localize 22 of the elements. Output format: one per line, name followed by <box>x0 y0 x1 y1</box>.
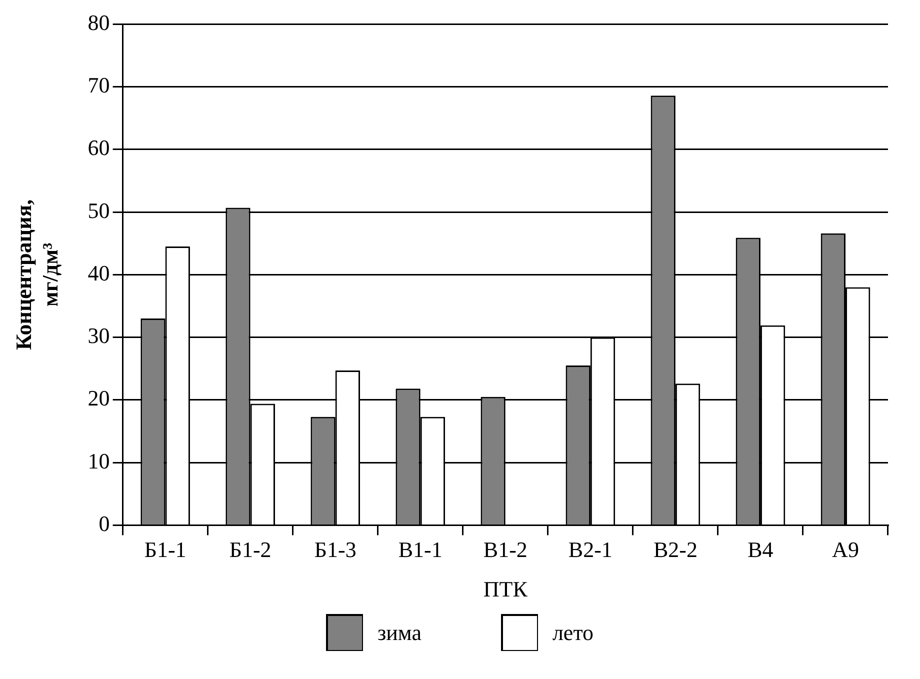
y-axis-title: Концентрация, мг/дм³ <box>10 199 62 350</box>
x-tick-label: В1-1 <box>398 537 442 562</box>
legend-label: зима <box>377 620 422 646</box>
x-tick-label: В2-2 <box>653 537 698 562</box>
y-tick-label: 30 <box>88 323 110 348</box>
y-tick-label: 10 <box>88 448 110 474</box>
x-axis-title: ПТК <box>483 576 528 602</box>
x-tick-label: Б1-2 <box>229 537 272 562</box>
x-tick-label: В2-1 <box>568 537 612 562</box>
y-tick-label: 50 <box>88 198 110 223</box>
x-tick-label: В1-2 <box>483 537 528 562</box>
x-tick-label: А9 <box>832 537 859 562</box>
y-tick-label: 40 <box>88 260 110 286</box>
x-tick-label: В4 <box>748 537 774 562</box>
y-tick-label: 0 <box>98 510 110 536</box>
x-tick-label: Б1-1 <box>144 537 186 562</box>
legend-label: лето <box>552 620 594 646</box>
x-tick-label: Б1-3 <box>314 537 356 562</box>
y-tick-label: 20 <box>88 386 110 411</box>
y-tick-label: 70 <box>88 72 110 98</box>
y-tick-label: 80 <box>88 10 110 35</box>
y-tick-label: 60 <box>88 135 110 160</box>
